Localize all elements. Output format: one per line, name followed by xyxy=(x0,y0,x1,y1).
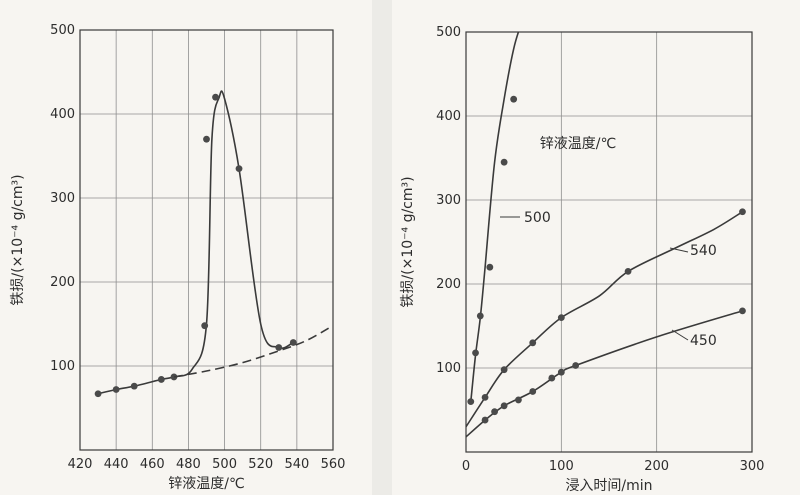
right-panel: 0 100 200 300 100 200 300 400 500 浸入时间/min 铁损/(×10… xyxy=(392,0,800,495)
panel-gutter xyxy=(372,0,392,495)
x-tick-label: 0 xyxy=(462,459,470,474)
series-label-leader xyxy=(669,247,689,253)
data-point xyxy=(481,394,489,401)
y-tick-label: 400 xyxy=(50,107,75,122)
data-point xyxy=(170,373,178,381)
plot-frame xyxy=(465,31,753,453)
data-point xyxy=(481,416,489,424)
data-point xyxy=(275,344,283,351)
data-point xyxy=(739,208,746,216)
x-tick-label: 520 xyxy=(248,457,273,472)
series-line-450 xyxy=(466,310,743,438)
data-point xyxy=(476,312,484,320)
data-point xyxy=(130,382,138,390)
y-tick-label: 400 xyxy=(436,109,461,124)
x-tick-label: 540 xyxy=(284,457,309,472)
x-tick-label: 440 xyxy=(104,457,129,472)
series-label: 540 xyxy=(690,243,717,259)
y-axis-title: 铁损/(×10⁻⁴ g/cm³) xyxy=(400,176,416,307)
data-point xyxy=(157,376,165,383)
data-point xyxy=(201,322,209,330)
y-axis-title: 铁损/(×10⁻⁴ g/cm³) xyxy=(10,174,26,305)
data-point xyxy=(472,349,479,357)
x-tick-label: 100 xyxy=(549,459,574,474)
series-line-540 xyxy=(466,211,743,428)
data-point xyxy=(486,263,494,271)
y-tick-label: 300 xyxy=(50,191,75,206)
immersion-time-chart: 0 100 200 300 100 200 300 400 500 浸入时间/min 铁损/(×10… xyxy=(400,25,765,494)
data-point xyxy=(467,398,475,405)
plot-area xyxy=(466,32,746,438)
y-tick-label: 500 xyxy=(50,23,75,38)
series-label-leader xyxy=(671,329,689,341)
plot-area xyxy=(94,90,333,398)
data-point xyxy=(739,307,746,315)
x-tick-label: 500 xyxy=(212,457,237,472)
y-tick-label: 100 xyxy=(50,359,75,374)
y-tick-label: 200 xyxy=(50,275,75,290)
series-line-0 xyxy=(97,90,294,395)
data-point xyxy=(289,339,297,346)
data-point xyxy=(203,135,210,143)
y-tick-label: 300 xyxy=(436,193,461,208)
grid xyxy=(465,31,753,452)
x-tick-label: 460 xyxy=(140,457,165,472)
series-label: 450 xyxy=(690,333,717,349)
left-panel: 420 440 460 480 500 520 540 560 100 200 300 400 500 锌… xyxy=(0,0,372,495)
data-point xyxy=(112,386,120,393)
series-line-1 xyxy=(173,325,333,378)
data-point xyxy=(212,93,219,101)
legend-annotation: 锌液温度/℃ xyxy=(540,136,616,152)
data-point xyxy=(510,95,518,103)
data-point xyxy=(557,314,565,321)
x-tick-label: 560 xyxy=(321,457,346,472)
y-tick-label: 100 xyxy=(436,361,461,376)
x-axis-title: 浸入时间/min xyxy=(565,478,652,494)
data-point xyxy=(557,368,565,376)
y-tick-label: 500 xyxy=(436,25,461,40)
data-point xyxy=(500,366,508,374)
x-tick-label: 200 xyxy=(644,459,669,474)
series-line-500 xyxy=(470,32,520,402)
x-tick-label: 300 xyxy=(740,459,765,474)
data-point xyxy=(624,268,632,275)
data-point xyxy=(500,158,508,166)
x-axis-title: 锌液温度/℃ xyxy=(168,476,244,492)
plot-frame xyxy=(79,29,334,451)
data-point xyxy=(548,374,556,382)
data-point xyxy=(572,362,580,369)
y-tick-label: 200 xyxy=(436,277,461,292)
data-point xyxy=(515,396,522,404)
data-point xyxy=(529,339,537,347)
temperature-chart: 420 440 460 480 500 520 540 560 100 200 300 400 500 锌… xyxy=(10,23,346,492)
data-point xyxy=(529,388,537,395)
x-tick-label: 420 xyxy=(68,457,93,472)
series-label: 500 xyxy=(524,210,551,226)
data-point xyxy=(491,408,498,416)
data-point xyxy=(500,402,508,410)
data-point xyxy=(235,165,243,173)
data-point xyxy=(94,390,102,398)
x-tick-label: 480 xyxy=(176,457,201,472)
